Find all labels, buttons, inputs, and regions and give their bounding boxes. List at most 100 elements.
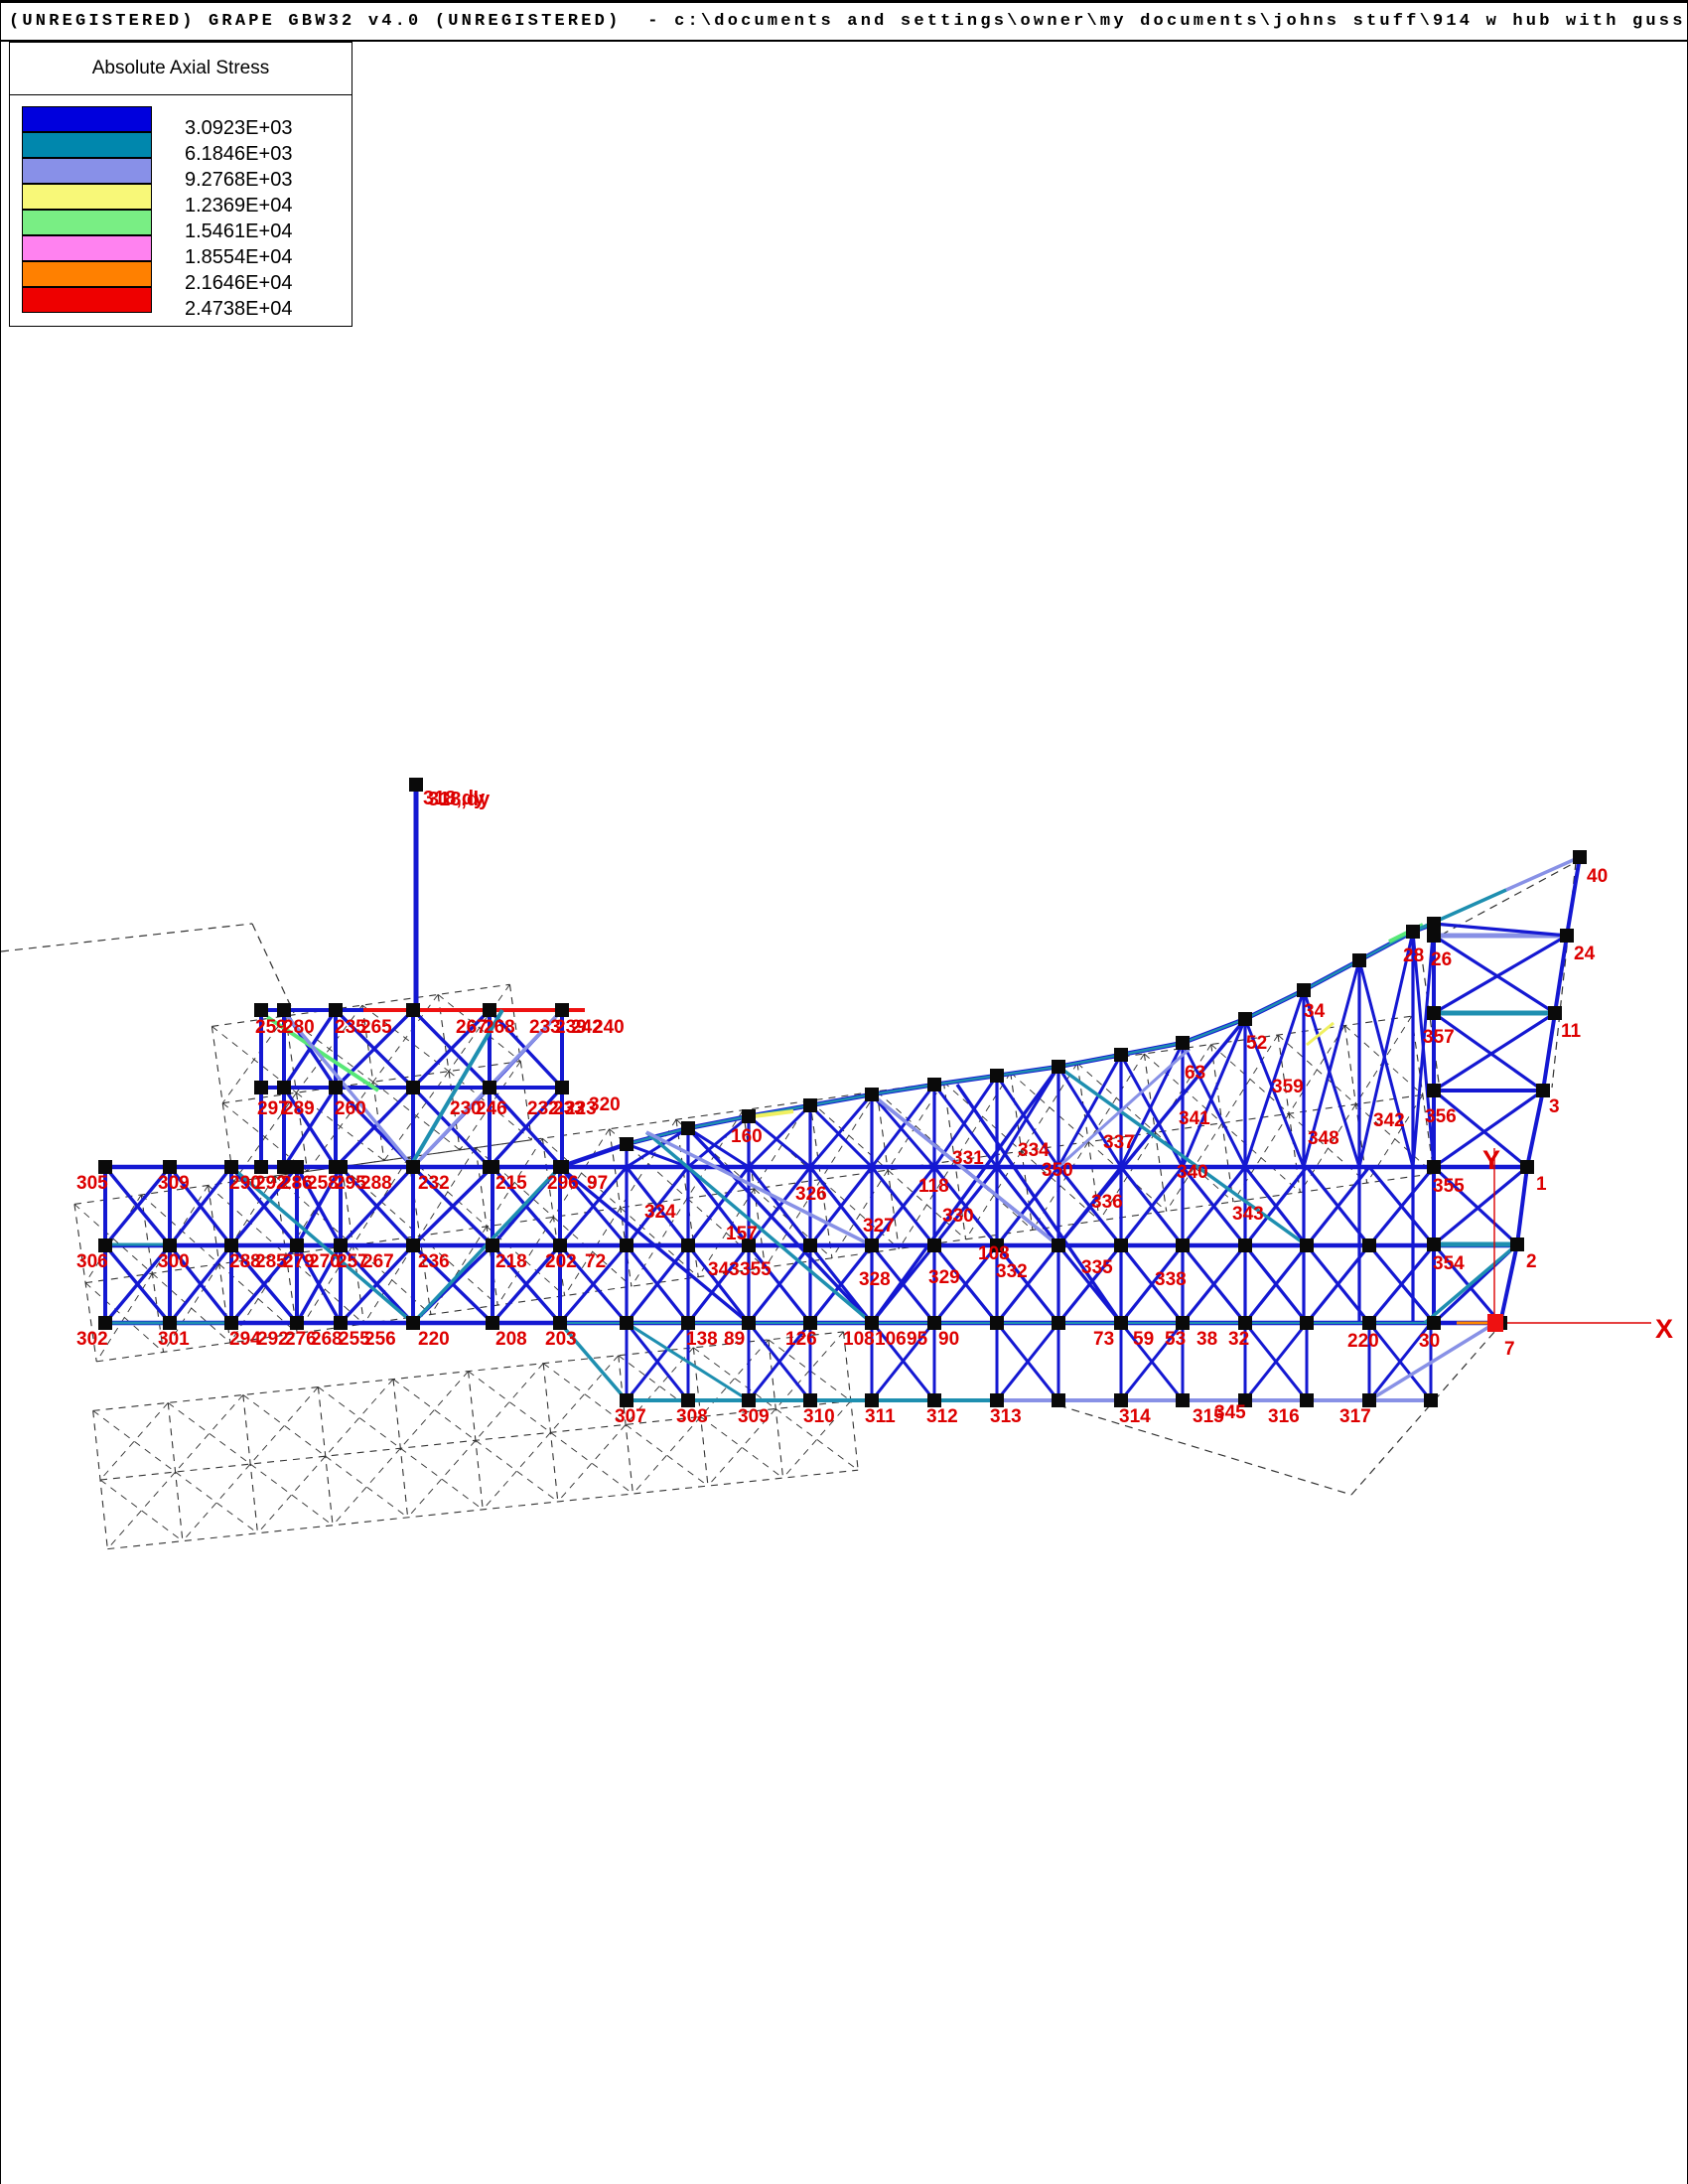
ghost-member — [700, 1416, 783, 1479]
legend-value: 9.2768E+03 — [185, 169, 293, 191]
node-marker — [1510, 1238, 1524, 1251]
node-label: 257 — [337, 1251, 368, 1272]
ghost-member — [1551, 861, 1577, 1089]
truss-member — [626, 1126, 689, 1169]
ghost-member — [1428, 861, 1577, 943]
node-marker — [98, 1316, 112, 1330]
truss-member — [809, 1092, 873, 1107]
node-marker — [865, 1088, 879, 1101]
node-label: 312 — [926, 1406, 958, 1427]
node-marker — [290, 1160, 304, 1174]
truss-member — [995, 1166, 1060, 1246]
ghost-member — [631, 1198, 688, 1287]
node-label: 289 — [283, 1098, 315, 1119]
truss-member — [339, 1165, 415, 1247]
node-label: 276 — [285, 1329, 317, 1350]
ghost-member — [400, 1447, 484, 1511]
legend-row: 3.0923E+03 — [22, 106, 352, 139]
ghost-member — [486, 1137, 543, 1228]
truss-member — [933, 1074, 998, 1087]
node-marker — [803, 1316, 817, 1330]
origin-node-marker — [1487, 1314, 1503, 1332]
node-marker — [620, 1137, 633, 1151]
node-label: 233 — [529, 1017, 561, 1038]
node-marker — [1300, 1393, 1314, 1407]
ghost-member — [249, 1386, 319, 1465]
truss-member — [1120, 1041, 1184, 1057]
node-label: 332 — [996, 1261, 1028, 1282]
node-marker — [865, 1238, 879, 1252]
node-marker — [277, 1081, 291, 1094]
legend-row: 2.1646E+04 — [22, 261, 352, 294]
truss-member — [558, 1243, 629, 1325]
node-label: 235 — [335, 1017, 366, 1038]
node-label: 290 — [229, 1173, 261, 1194]
truss-member — [1181, 1018, 1247, 1168]
truss-member — [229, 1243, 299, 1325]
node-marker — [555, 1003, 569, 1017]
node-marker — [483, 1081, 496, 1094]
antenna-label: 318,dy — [423, 788, 486, 809]
ghost-member — [768, 1339, 852, 1401]
truss-member — [1433, 934, 1556, 1015]
truss-member — [282, 1087, 338, 1168]
truss-member — [295, 1244, 343, 1324]
truss-member — [491, 1243, 562, 1325]
truss-member — [1119, 1322, 1185, 1401]
node-label: 232 — [527, 1098, 559, 1119]
stress-legend: Absolute Axial Stress 3.0923E+03 6.1846E+… — [9, 42, 352, 327]
ghost-member — [1288, 1025, 1345, 1114]
accent-member — [870, 1092, 1060, 1247]
ghost-member — [1087, 1053, 1145, 1142]
node-label: 63 — [1185, 1063, 1205, 1084]
truss-member — [1243, 1322, 1309, 1401]
window-titlebar[interactable]: (UNREGISTERED) GRAPE GBW32 v4.0 (UNREGIS… — [1, 0, 1687, 42]
legend-value: 1.2369E+04 — [185, 195, 293, 217]
truss-member — [1367, 1322, 1433, 1401]
legend-swatch — [22, 132, 152, 158]
truss-member — [1056, 1243, 1123, 1325]
node-label: 316 — [1268, 1406, 1300, 1427]
truss-member — [334, 1086, 415, 1169]
ghost-member — [448, 983, 510, 1072]
node-label: 242 — [571, 1017, 603, 1038]
truss-member — [808, 1103, 874, 1169]
node-label: 232 — [418, 1173, 450, 1194]
node-label: 118 — [918, 1176, 949, 1197]
accent-member — [1306, 1021, 1335, 1047]
node-marker — [1300, 1316, 1314, 1330]
node-label: 337 — [1103, 1132, 1135, 1153]
node-marker — [486, 1316, 499, 1330]
truss-member — [625, 1244, 690, 1324]
node-label: 268 — [311, 1329, 343, 1350]
truss-layer — [103, 785, 1582, 1402]
node-marker — [803, 1098, 817, 1112]
truss-member — [686, 1126, 874, 1325]
legend-row: 1.8554E+04 — [22, 235, 352, 268]
truss-member — [1303, 958, 1360, 992]
node-label: 90 — [938, 1329, 959, 1350]
node-label: 52 — [1246, 1033, 1267, 1054]
truss-member — [229, 1165, 299, 1247]
ghost-member — [318, 1386, 401, 1449]
ghost-member — [1299, 1103, 1356, 1193]
node-label: 59 — [1133, 1329, 1154, 1350]
node-marker — [1114, 1048, 1128, 1062]
node-marker — [803, 1393, 817, 1407]
legend-value: 1.5461E+04 — [185, 220, 293, 242]
node-marker — [1427, 1084, 1441, 1097]
node-label: 108 — [843, 1329, 875, 1350]
node-label: 354 — [1433, 1253, 1465, 1274]
truss-member — [411, 1165, 494, 1247]
legend-swatch — [22, 261, 152, 287]
ghost-member — [550, 1431, 633, 1495]
ghost-member — [820, 1091, 878, 1180]
truss-member — [870, 1093, 936, 1168]
truss-member — [996, 1065, 1059, 1078]
truss-member — [932, 1084, 999, 1168]
node-marker — [553, 1316, 567, 1330]
node-marker — [483, 1003, 496, 1017]
node-marker — [409, 778, 423, 792]
